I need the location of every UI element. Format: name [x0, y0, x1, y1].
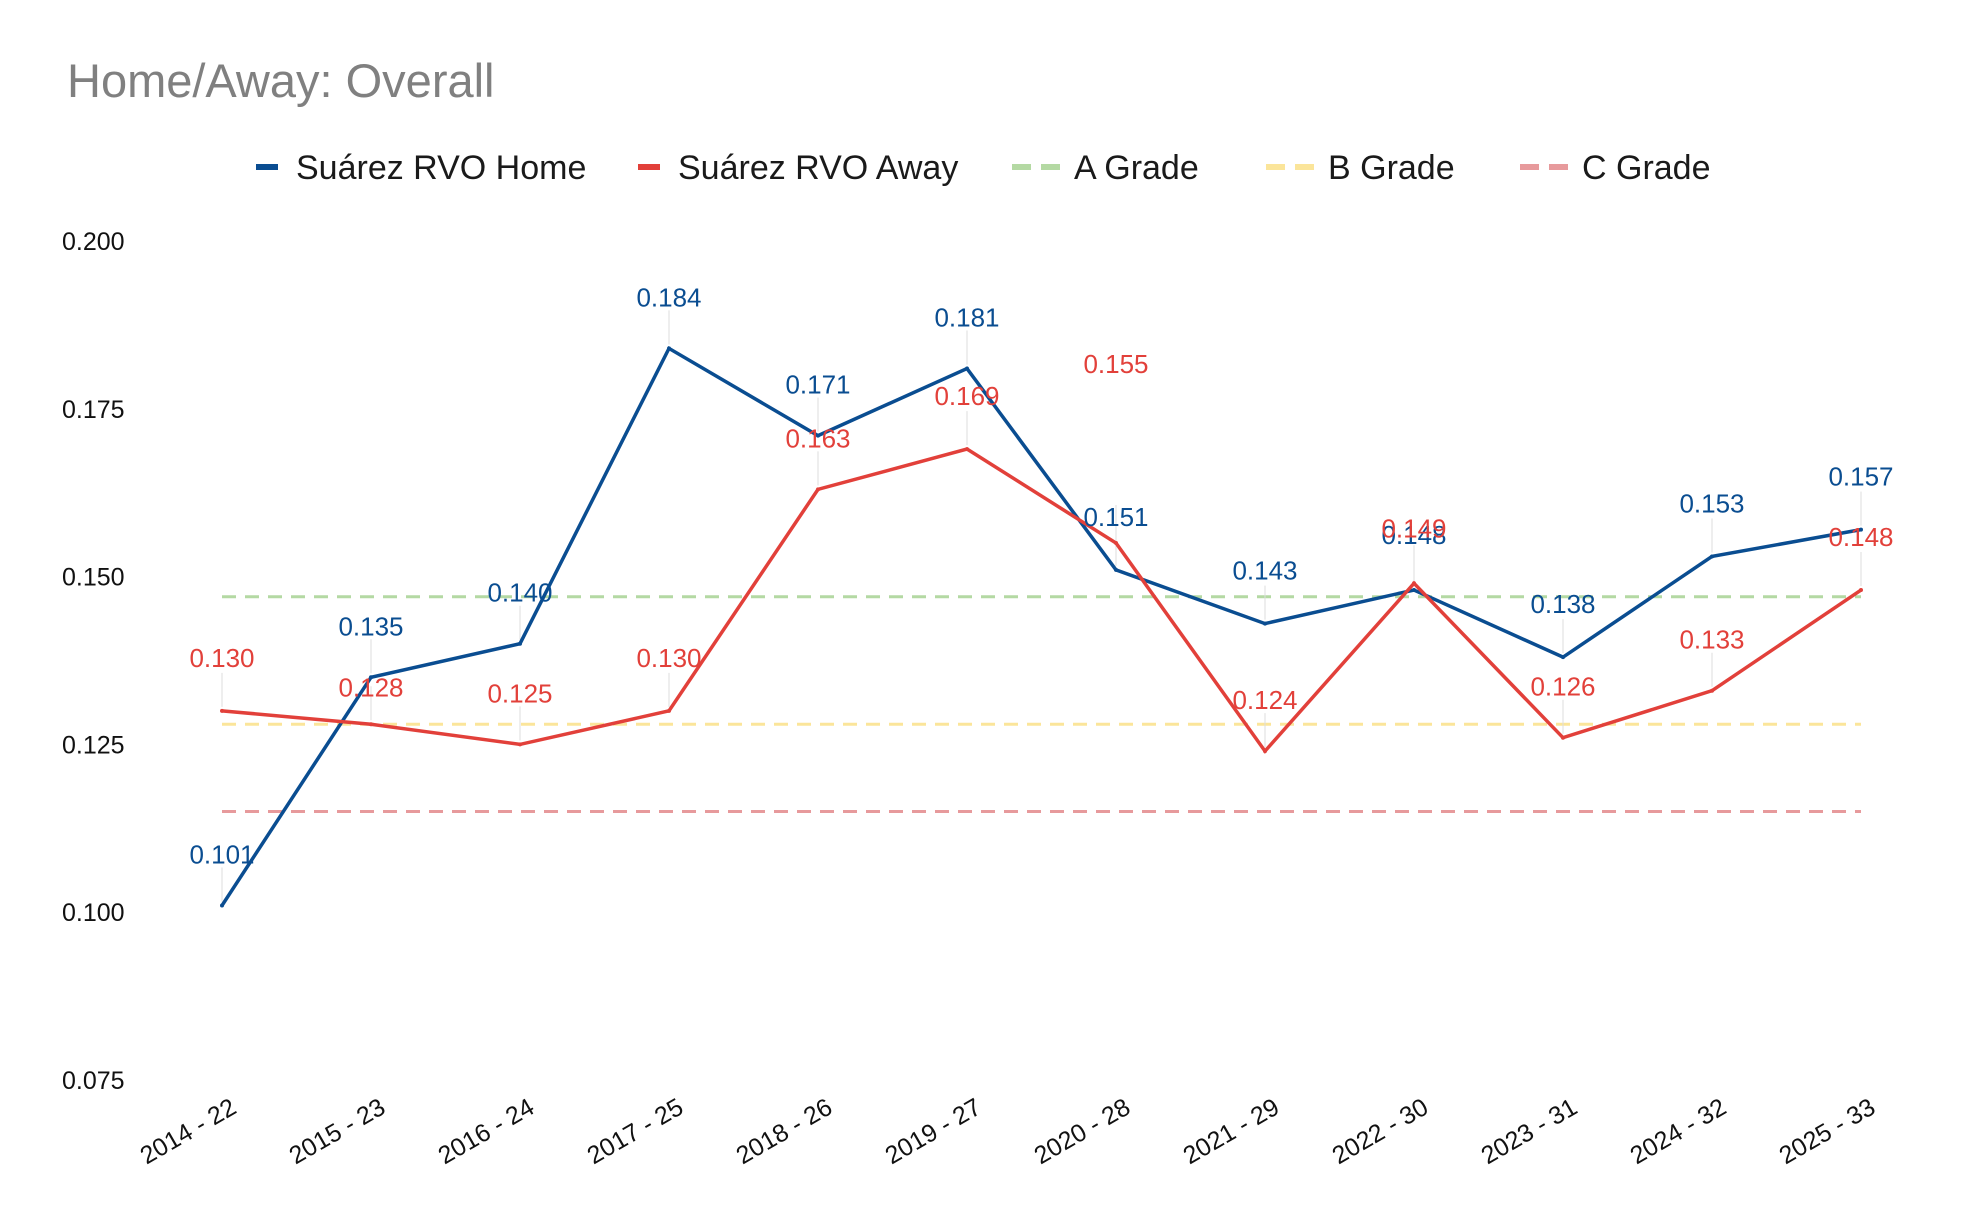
- y-tick-label: 0.200: [62, 228, 125, 256]
- legend-item-c-grade: C Grade: [1520, 149, 1711, 187]
- data-label-suarez-rvo-away: 0.124: [1232, 685, 1297, 715]
- data-label-suarez-rvo-home: 0.171: [785, 370, 850, 400]
- data-label-suarez-rvo-home: 0.135: [338, 611, 403, 641]
- data-point-suarez-rvo-home: [667, 346, 671, 351]
- series-lines: [220, 310, 1863, 908]
- data-label-suarez-rvo-away: 0.169: [934, 381, 999, 411]
- data-point-suarez-rvo-away: [1263, 749, 1267, 754]
- legend-item-b-grade: B Grade: [1266, 149, 1455, 187]
- legend-label: A Grade: [1074, 149, 1199, 187]
- data-label-suarez-rvo-home: 0.181: [934, 303, 999, 333]
- y-tick-label: 0.175: [62, 396, 125, 424]
- legend-item-a-grade: A Grade: [1012, 149, 1199, 187]
- x-tick-label: 2025 - 33: [1775, 1093, 1880, 1170]
- legend-label: C Grade: [1582, 149, 1711, 187]
- data-point-suarez-rvo-away: [518, 742, 522, 747]
- data-label-suarez-rvo-away: 0.130: [636, 643, 701, 673]
- data-point-suarez-rvo-away: [1561, 735, 1565, 740]
- data-point-suarez-rvo-home: [1710, 554, 1714, 559]
- series-line-suarez-rvo-away: [221, 447, 1862, 754]
- data-label-suarez-rvo-away: 0.148: [1828, 522, 1893, 552]
- x-tick-label: 2020 - 28: [1030, 1093, 1135, 1170]
- data-label-suarez-rvo-away: 0.149: [1381, 513, 1446, 543]
- data-labels: 0.101 0.135 0.140 0.184 0.171 0.181 0.151 0.143…: [189, 282, 1893, 869]
- x-tick-label: 2021 - 29: [1179, 1093, 1284, 1170]
- data-point-suarez-rvo-home: [1561, 655, 1565, 660]
- data-point-suarez-rvo-home: [1859, 527, 1863, 532]
- series-line-suarez-rvo-home: [220, 345, 1862, 907]
- x-tick-label: 2018 - 26: [732, 1093, 837, 1170]
- legend-item-suarez-rvo-home: Suárez RVO Home: [256, 149, 586, 187]
- x-tick-label: 2024 - 32: [1626, 1093, 1731, 1170]
- data-point-suarez-rvo-home: [1114, 567, 1118, 572]
- data-point-suarez-rvo-away: [369, 722, 373, 727]
- data-point-suarez-rvo-home: [369, 675, 373, 680]
- data-label-suarez-rvo-away: 0.133: [1679, 625, 1744, 655]
- data-point-suarez-rvo-away: [220, 708, 224, 713]
- data-point-suarez-rvo-away: [816, 487, 820, 492]
- data-label-suarez-rvo-home: 0.157: [1828, 462, 1893, 492]
- x-tick-label: 2019 - 27: [881, 1093, 986, 1170]
- y-tick-label: 0.100: [62, 899, 125, 927]
- x-tick-label: 2014 - 22: [136, 1093, 241, 1170]
- legend-label: Suárez RVO Away: [678, 149, 958, 187]
- data-point-suarez-rvo-away: [1412, 581, 1416, 586]
- x-tick-label: 2017 - 25: [583, 1093, 688, 1170]
- data-point-suarez-rvo-home: [220, 903, 224, 908]
- data-point-suarez-rvo-away: [667, 708, 671, 713]
- y-tick-label: 0.150: [62, 564, 125, 592]
- x-tick-label: 2015 - 23: [285, 1093, 390, 1170]
- data-label-suarez-rvo-home: 0.153: [1679, 488, 1744, 518]
- data-label-suarez-rvo-away: 0.126: [1530, 672, 1595, 702]
- data-label-suarez-rvo-home: 0.148: [1381, 520, 1446, 550]
- data-label-suarez-rvo-home: 0.140: [487, 578, 552, 608]
- x-axis: 2014 - 22 2015 - 23 2016 - 24 2017 - 25 2018…: [136, 1093, 1880, 1170]
- data-point-suarez-rvo-away: [1114, 541, 1118, 546]
- legend-label: Suárez RVO Home: [296, 149, 586, 187]
- data-label-suarez-rvo-away: 0.125: [487, 678, 552, 708]
- y-tick-label: 0.125: [62, 731, 125, 759]
- y-tick-label: 0.075: [62, 1067, 125, 1095]
- data-label-suarez-rvo-away: 0.155: [1083, 349, 1148, 379]
- data-label-suarez-rvo-home: 0.184: [636, 282, 701, 312]
- data-label-suarez-rvo-home: 0.151: [1083, 502, 1148, 532]
- data-point-suarez-rvo-away: [965, 447, 969, 452]
- data-label-suarez-rvo-home: 0.143: [1232, 556, 1297, 586]
- legend-item-suarez-rvo-away: Suárez RVO Away: [638, 149, 958, 187]
- data-label-suarez-rvo-home: 0.138: [1530, 589, 1595, 619]
- legend: Suárez RVO Home Suárez RVO Away A Grade B G…: [256, 149, 1711, 187]
- x-tick-label: 2022 - 30: [1328, 1093, 1433, 1170]
- data-label-suarez-rvo-away: 0.128: [338, 672, 403, 702]
- x-tick-label: 2023 - 31: [1477, 1093, 1582, 1170]
- reference-lines: [222, 595, 1861, 814]
- data-label-suarez-rvo-away: 0.163: [785, 423, 850, 453]
- legend-label: B Grade: [1328, 149, 1455, 187]
- data-point-suarez-rvo-home: [1412, 588, 1416, 593]
- data-point-suarez-rvo-away: [1710, 688, 1714, 693]
- data-point-suarez-rvo-home: [965, 366, 969, 371]
- data-point-suarez-rvo-home: [518, 641, 522, 646]
- y-axis: 0.200 0.175 0.150 0.125 0.100 0.075: [62, 228, 125, 1095]
- chart-title: Home/Away: Overall: [67, 54, 495, 107]
- x-tick-label: 2016 - 24: [434, 1093, 540, 1170]
- data-label-suarez-rvo-away: 0.130: [189, 643, 254, 673]
- data-point-suarez-rvo-home: [816, 433, 820, 438]
- data-point-suarez-rvo-away: [1859, 588, 1863, 593]
- data-point-suarez-rvo-home: [1263, 621, 1267, 626]
- data-label-suarez-rvo-home: 0.101: [189, 839, 254, 869]
